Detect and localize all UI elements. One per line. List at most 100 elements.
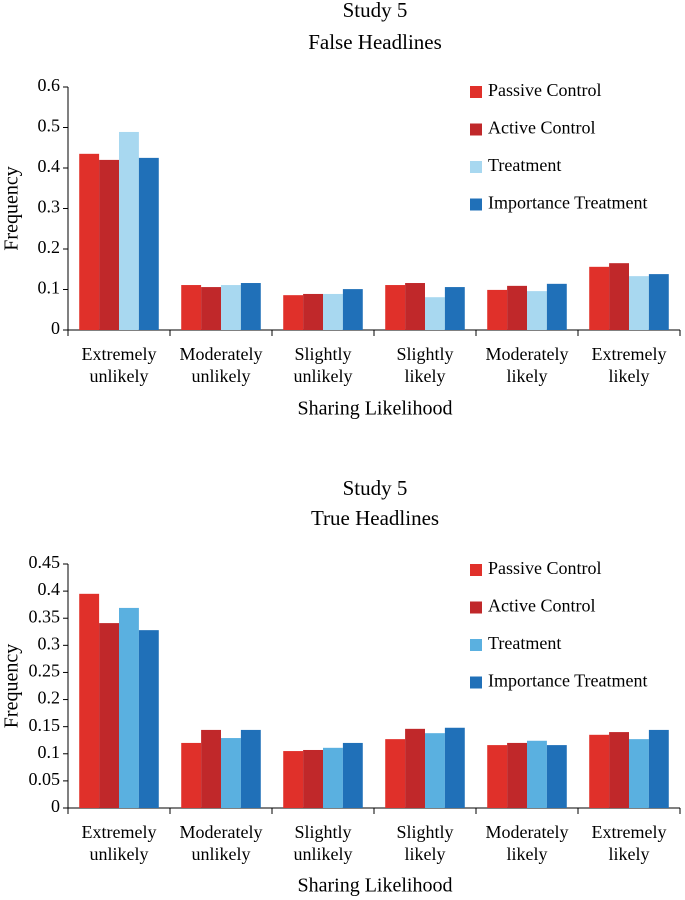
bar xyxy=(181,285,202,330)
legend-label: Treatment xyxy=(488,633,561,653)
chart-subtitle: True Headlines xyxy=(311,506,439,530)
y-tick-label: 0.45 xyxy=(29,552,61,572)
bar xyxy=(119,607,139,808)
y-tick-label: 0.25 xyxy=(29,661,61,681)
bar xyxy=(487,289,508,330)
bar xyxy=(546,283,567,330)
y-tick-label: 0.15 xyxy=(29,715,61,735)
bar xyxy=(119,131,139,330)
bar xyxy=(240,729,261,808)
y-tick-label: 0.5 xyxy=(38,116,61,136)
bar xyxy=(507,742,527,808)
legend-swatch xyxy=(470,564,482,576)
x-axis-label: Sharing Likelihood xyxy=(298,875,453,897)
bar xyxy=(385,285,406,330)
bar xyxy=(99,159,119,330)
legend-swatch xyxy=(470,676,482,689)
bar xyxy=(240,283,261,330)
bar xyxy=(138,157,159,330)
x-tick-label: Moderately likely xyxy=(485,344,569,386)
bar xyxy=(609,732,629,808)
bar xyxy=(609,263,629,330)
y-axis-label: Frequency xyxy=(1,166,23,250)
bar xyxy=(99,623,119,808)
bar xyxy=(323,293,343,330)
bar xyxy=(629,739,649,808)
y-tick-label: 0.2 xyxy=(38,237,61,257)
bar xyxy=(507,285,527,330)
bar xyxy=(79,593,100,808)
bar xyxy=(79,153,100,330)
y-tick-label: 0 xyxy=(51,796,60,816)
legend-swatch xyxy=(470,86,482,98)
bar xyxy=(589,266,610,330)
legend-label: Passive Control xyxy=(488,558,602,578)
bar xyxy=(629,276,649,330)
bar xyxy=(527,740,547,808)
y-tick-label: 0.3 xyxy=(38,633,61,653)
y-tick-label: 0.1 xyxy=(38,742,61,762)
legend-label: Treatment xyxy=(488,155,561,175)
bar xyxy=(385,739,406,808)
x-tick-label: Extremely unlikely xyxy=(81,344,157,386)
x-tick-label: Extremely unlikely xyxy=(81,822,157,864)
legend-swatch xyxy=(470,161,482,173)
legend-swatch xyxy=(470,639,482,651)
bar xyxy=(283,751,304,808)
bar xyxy=(425,297,445,330)
x-tick-label: Slightly likely xyxy=(396,344,454,386)
bar xyxy=(303,749,323,808)
bar xyxy=(323,747,343,808)
bar xyxy=(648,729,669,808)
bar xyxy=(487,745,508,808)
x-tick-label: Moderately unlikely xyxy=(179,822,263,864)
legend-label: Active Control xyxy=(488,596,595,616)
y-tick-label: 0.6 xyxy=(38,75,61,95)
y-tick-label: 0.3 xyxy=(38,197,61,217)
y-tick-label: 0.4 xyxy=(38,156,61,176)
y-tick-label: 0.05 xyxy=(29,769,61,789)
chart-title: Study 5 xyxy=(343,0,408,22)
y-tick-label: 0.1 xyxy=(38,278,61,298)
bar xyxy=(303,293,323,330)
y-tick-label: 0.4 xyxy=(38,579,61,599)
x-tick-label: Slightly likely xyxy=(396,822,454,864)
bar xyxy=(648,274,669,330)
x-tick-label: Slightly unlikely xyxy=(293,822,353,864)
chart-title: Study 5 xyxy=(343,476,408,500)
bar xyxy=(444,727,465,808)
legend-label: Importance Treatment xyxy=(488,671,647,691)
chart-subtitle: False Headlines xyxy=(308,30,442,54)
bar xyxy=(201,729,221,808)
x-axis-label: Sharing Likelihood xyxy=(298,398,453,420)
bar xyxy=(405,283,425,330)
legend-swatch xyxy=(470,601,482,614)
legend-swatch xyxy=(470,198,482,211)
y-axis-label: Frequency xyxy=(1,644,23,728)
y-tick-label: 0.35 xyxy=(29,606,61,626)
bar xyxy=(527,291,547,330)
bar xyxy=(201,287,221,330)
bar xyxy=(405,728,425,808)
bar xyxy=(221,738,241,808)
x-tick-label: Slightly unlikely xyxy=(293,344,353,386)
bar xyxy=(444,287,465,330)
bar xyxy=(546,745,567,808)
bar xyxy=(181,742,202,808)
y-tick-label: 0.2 xyxy=(38,688,61,708)
legend-label: Importance Treatment xyxy=(488,193,647,213)
x-tick-label: Moderately likely xyxy=(485,822,569,864)
y-tick-label: 0 xyxy=(51,318,60,338)
legend-label: Passive Control xyxy=(488,80,602,100)
bar xyxy=(221,285,241,330)
x-tick-label: Extremely likely xyxy=(591,344,667,386)
bar xyxy=(283,295,304,330)
x-tick-label: Moderately unlikely xyxy=(179,344,263,386)
x-tick-label: Extremely likely xyxy=(591,822,667,864)
bar xyxy=(589,734,610,808)
bar xyxy=(425,733,445,808)
legend-label: Active Control xyxy=(488,118,595,138)
bar xyxy=(138,630,159,808)
